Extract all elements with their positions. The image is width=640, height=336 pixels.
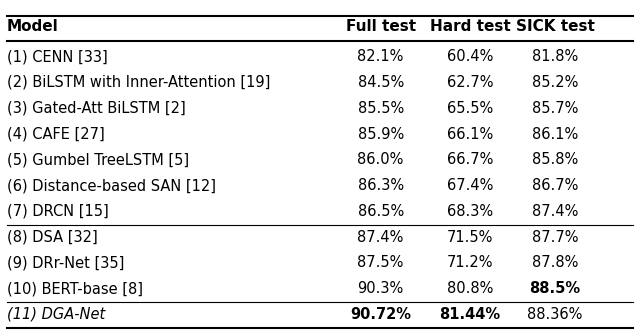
Text: (7) DRCN [15]: (7) DRCN [15] [7, 204, 109, 219]
Text: 86.7%: 86.7% [532, 178, 578, 193]
Text: (6) Distance-based SAN [12]: (6) Distance-based SAN [12] [7, 178, 216, 193]
Text: Model: Model [7, 19, 59, 34]
Text: 87.5%: 87.5% [358, 255, 404, 270]
Text: 81.8%: 81.8% [532, 49, 578, 64]
Text: SICK test: SICK test [516, 19, 595, 34]
Text: (8) DSA [32]: (8) DSA [32] [7, 229, 98, 245]
Text: 86.5%: 86.5% [358, 204, 404, 219]
Text: 71.5%: 71.5% [447, 229, 493, 245]
Text: 81.44%: 81.44% [440, 307, 500, 322]
Text: 88.5%: 88.5% [529, 281, 580, 296]
Text: (2) BiLSTM with Inner-Attention [19]: (2) BiLSTM with Inner-Attention [19] [7, 75, 271, 90]
Text: 85.9%: 85.9% [358, 127, 404, 141]
Text: 62.7%: 62.7% [447, 75, 493, 90]
Text: 87.4%: 87.4% [358, 229, 404, 245]
Text: 71.2%: 71.2% [447, 255, 493, 270]
Text: 87.7%: 87.7% [532, 229, 579, 245]
Text: 82.1%: 82.1% [358, 49, 404, 64]
Text: 86.0%: 86.0% [358, 152, 404, 167]
Text: 86.3%: 86.3% [358, 178, 404, 193]
Text: (1) CENN [33]: (1) CENN [33] [7, 49, 108, 64]
Text: Full test: Full test [346, 19, 416, 34]
Text: 60.4%: 60.4% [447, 49, 493, 64]
Text: 80.8%: 80.8% [447, 281, 493, 296]
Text: 86.1%: 86.1% [532, 127, 578, 141]
Text: 65.5%: 65.5% [447, 101, 493, 116]
Text: 87.8%: 87.8% [532, 255, 578, 270]
Text: 85.7%: 85.7% [532, 101, 578, 116]
Text: (10) BERT-base [8]: (10) BERT-base [8] [7, 281, 143, 296]
Text: 85.8%: 85.8% [532, 152, 578, 167]
Text: 67.4%: 67.4% [447, 178, 493, 193]
Text: Hard test: Hard test [429, 19, 511, 34]
Text: 84.5%: 84.5% [358, 75, 404, 90]
Text: 68.3%: 68.3% [447, 204, 493, 219]
Text: (4) CAFE [27]: (4) CAFE [27] [7, 127, 105, 141]
Text: (9) DRr-Net [35]: (9) DRr-Net [35] [7, 255, 124, 270]
Text: 66.1%: 66.1% [447, 127, 493, 141]
Text: 85.2%: 85.2% [532, 75, 578, 90]
Text: (11) DGA-Net: (11) DGA-Net [7, 307, 106, 322]
Text: 88.36%: 88.36% [527, 307, 582, 322]
Text: 66.7%: 66.7% [447, 152, 493, 167]
Text: 90.3%: 90.3% [358, 281, 404, 296]
Text: 85.5%: 85.5% [358, 101, 404, 116]
Text: 87.4%: 87.4% [532, 204, 578, 219]
Text: (3) Gated-Att BiLSTM [2]: (3) Gated-Att BiLSTM [2] [7, 101, 186, 116]
Text: 90.72%: 90.72% [350, 307, 411, 322]
Text: (5) Gumbel TreeLSTM [5]: (5) Gumbel TreeLSTM [5] [7, 152, 189, 167]
